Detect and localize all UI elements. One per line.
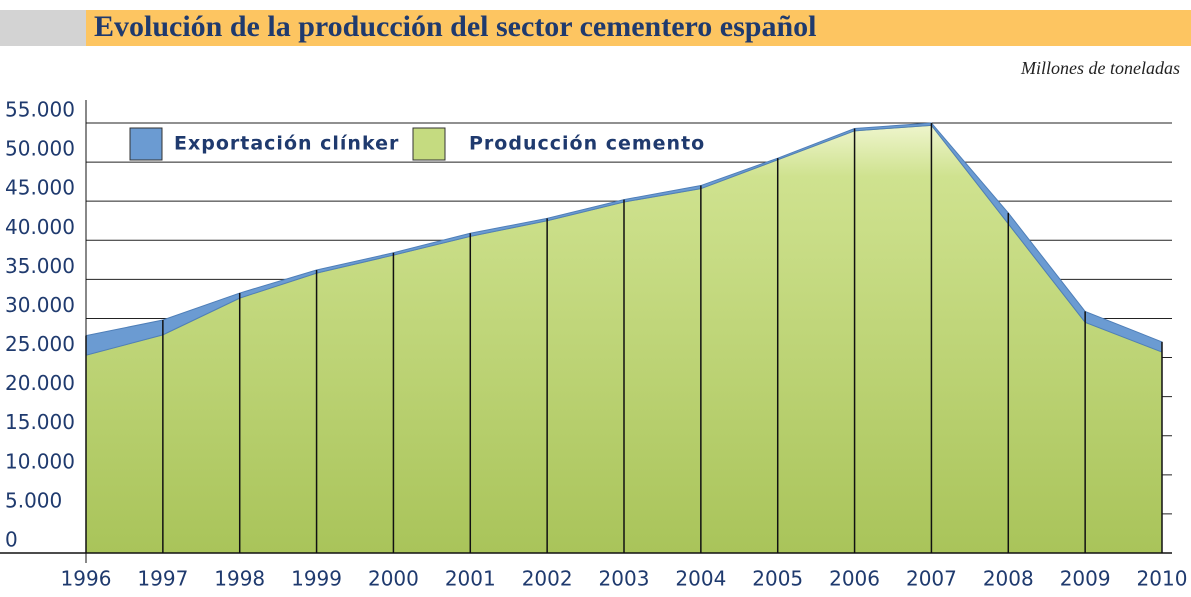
x-tick-label: 2002	[522, 567, 573, 591]
x-tick-label: 1997	[137, 567, 188, 591]
x-tick-label: 2003	[599, 567, 650, 591]
x-tick-label: 2006	[829, 567, 880, 591]
x-tick-label: 2008	[983, 567, 1034, 591]
y-tick-label: 10.000	[5, 449, 75, 473]
legend-label: Exportación clínker	[174, 133, 399, 155]
x-tick-label: 2010	[1137, 567, 1188, 591]
x-tick-label: 2009	[1060, 567, 1111, 591]
legend-label: Producción cemento	[469, 133, 705, 155]
y-tick-label: 5.000	[5, 488, 62, 512]
y-tick-label: 45.000	[5, 176, 75, 200]
title-gray-block	[0, 10, 86, 46]
x-tick-label: 2007	[906, 567, 957, 591]
x-tick-label: 2001	[445, 567, 496, 591]
legend-swatch	[412, 127, 446, 161]
y-tick-label: 35.000	[5, 254, 75, 278]
y-tick-label: 40.000	[5, 215, 75, 239]
y-tick-label: 20.000	[5, 371, 75, 395]
overlay: 1996 1997 1998 1999 2000 2001 2002 2003 2004 2005…	[0, 100, 1187, 591]
y-tick-label: 15.000	[5, 410, 75, 434]
x-tick-label: 1996	[61, 567, 112, 591]
y-tick-label: 25.000	[5, 332, 75, 356]
title-bar	[86, 10, 1191, 46]
x-tick-label: 2004	[675, 567, 726, 591]
x-tick-label: 1999	[291, 567, 342, 591]
chart-title: Evolución de la producción del sector ce…	[94, 10, 816, 43]
y-tick-label: 50.000	[5, 137, 75, 161]
x-tick-label: 2005	[752, 567, 803, 591]
chart-subtitle: Millones de toneladas	[1020, 58, 1180, 78]
y-tick-label: 30.000	[5, 293, 75, 317]
y-tick-label: 0	[5, 528, 18, 552]
x-tick-label: 1998	[214, 567, 265, 591]
legend-swatch	[129, 127, 163, 161]
y-tick-label: 55.000	[5, 98, 75, 122]
x-tick-label: 2000	[368, 567, 419, 591]
